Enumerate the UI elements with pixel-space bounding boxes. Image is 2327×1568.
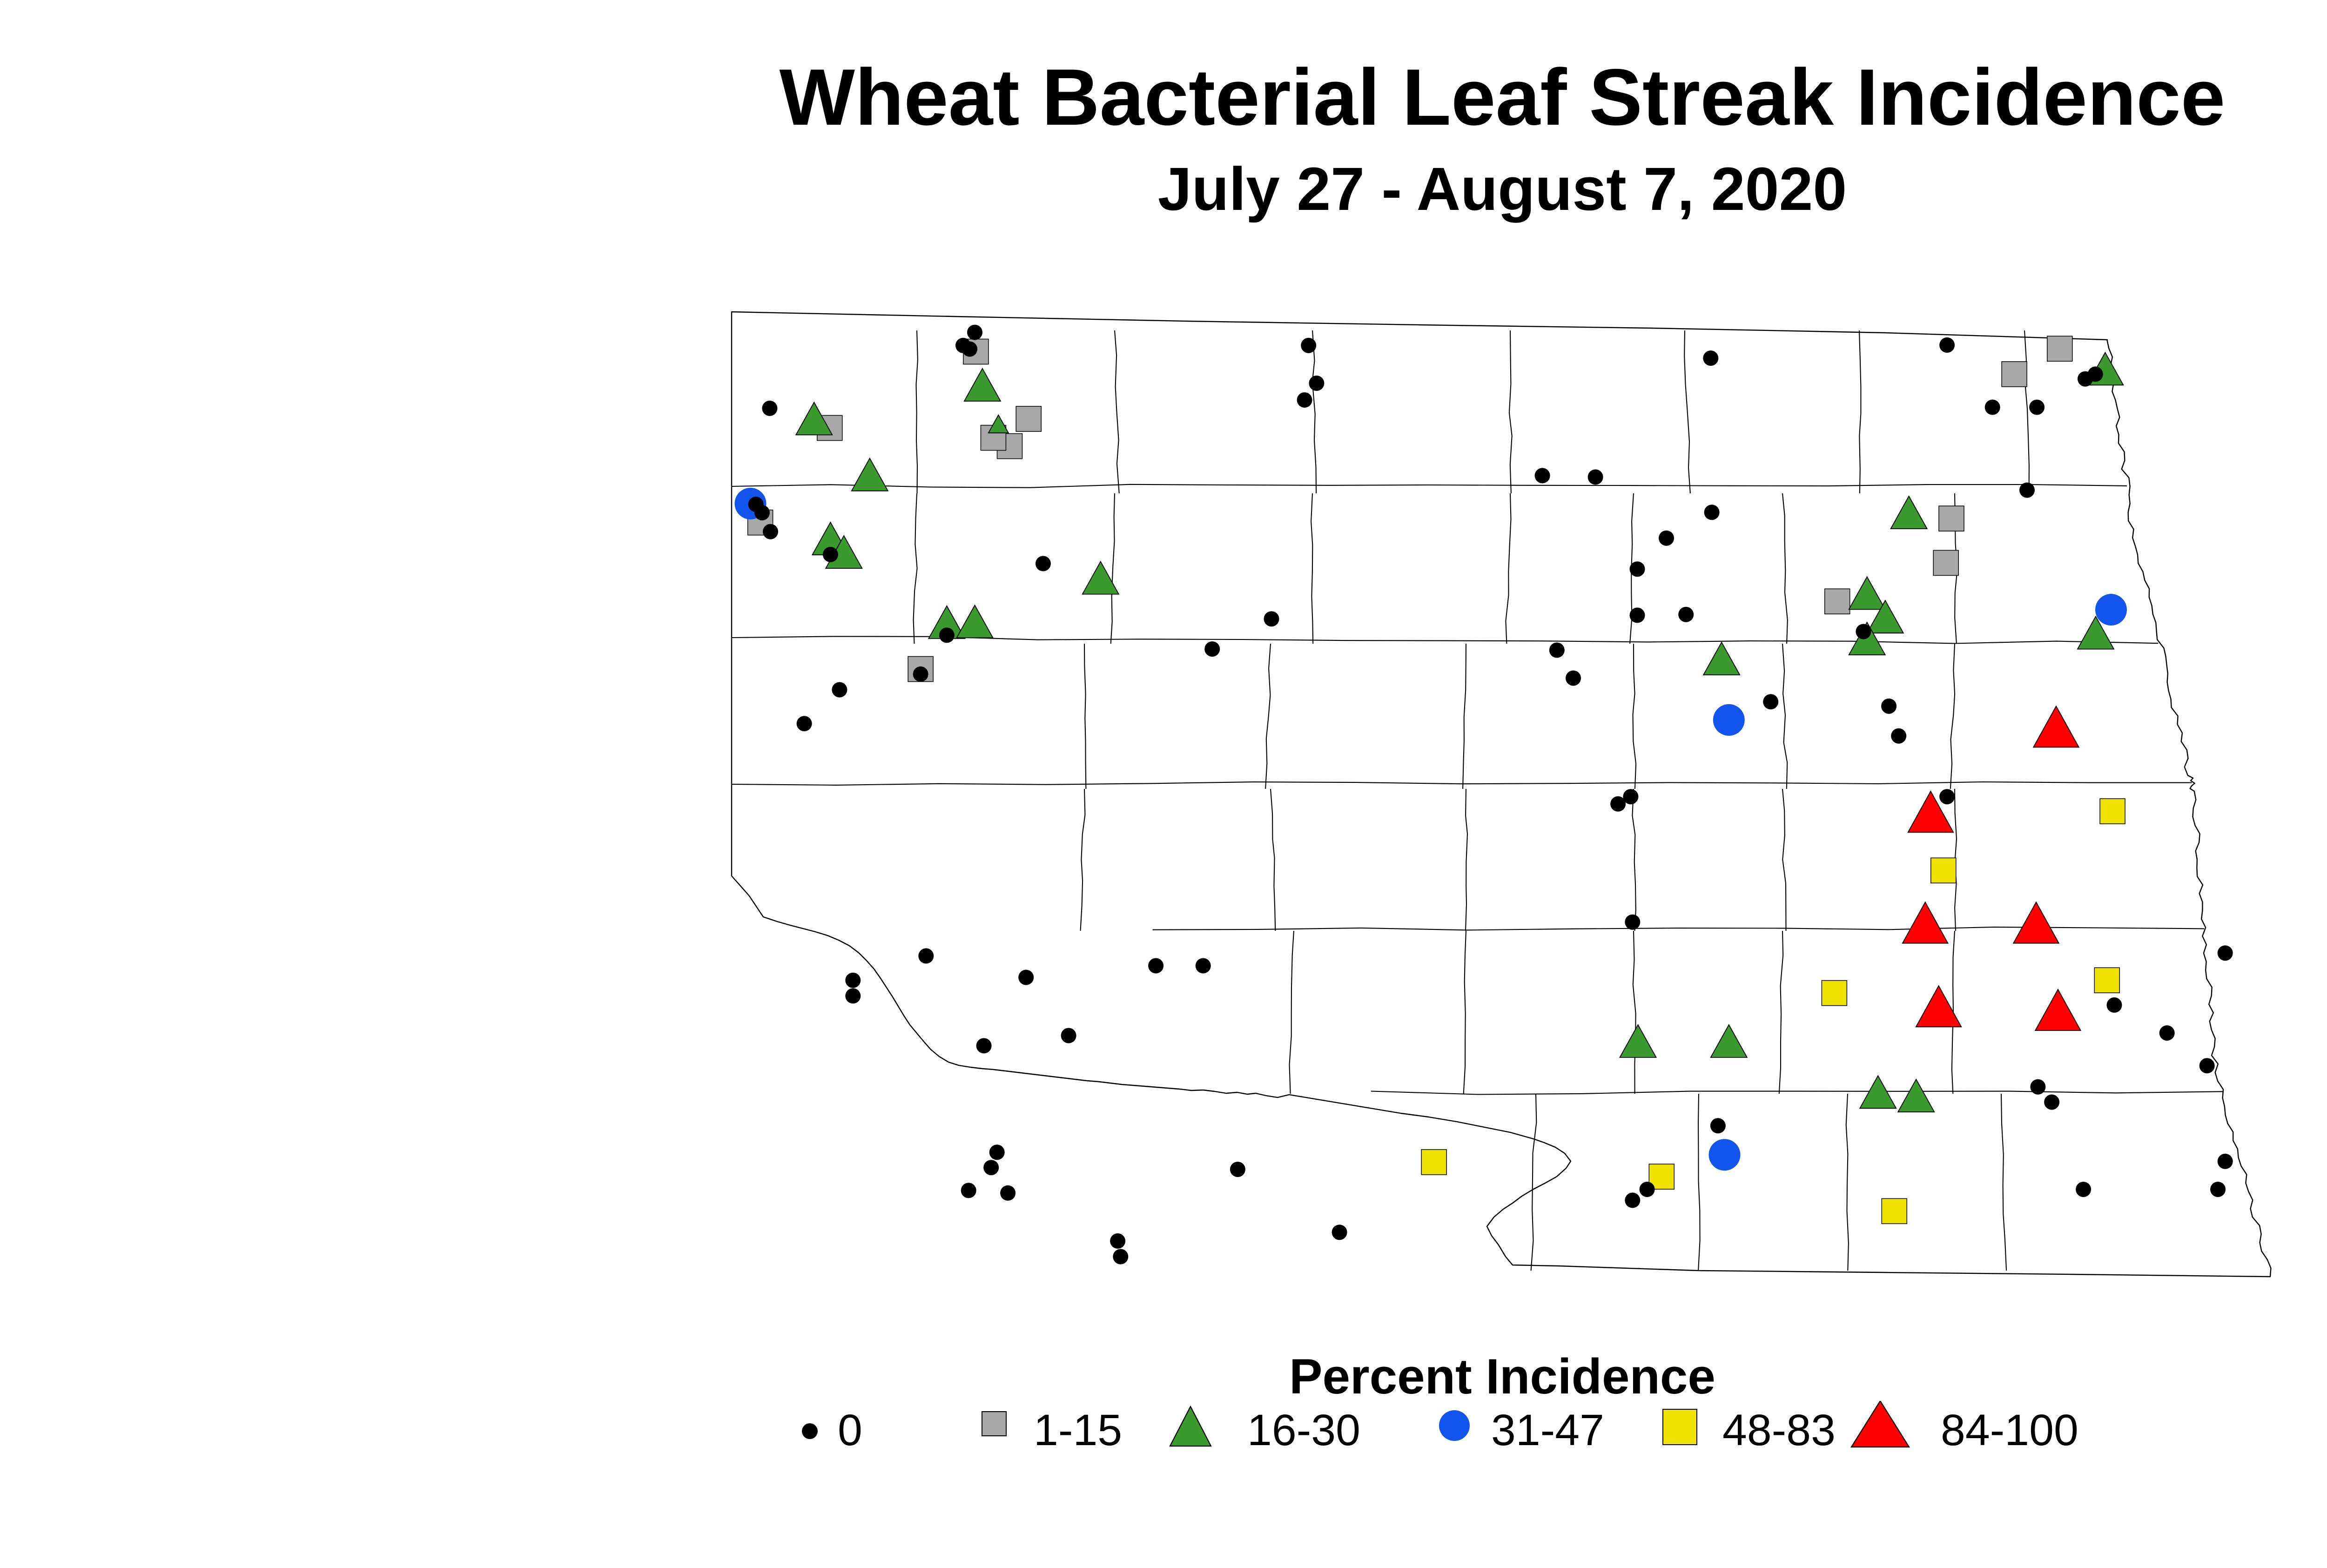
svg-text:0: 0	[838, 1406, 862, 1455]
svg-text:84-100: 84-100	[1941, 1406, 2078, 1455]
svg-text:31-47: 31-47	[1491, 1406, 1604, 1455]
svg-text:16-30: 16-30	[1247, 1406, 1360, 1455]
svg-text:1-15: 1-15	[1034, 1406, 1122, 1455]
svg-text:48-83: 48-83	[1722, 1406, 1836, 1455]
